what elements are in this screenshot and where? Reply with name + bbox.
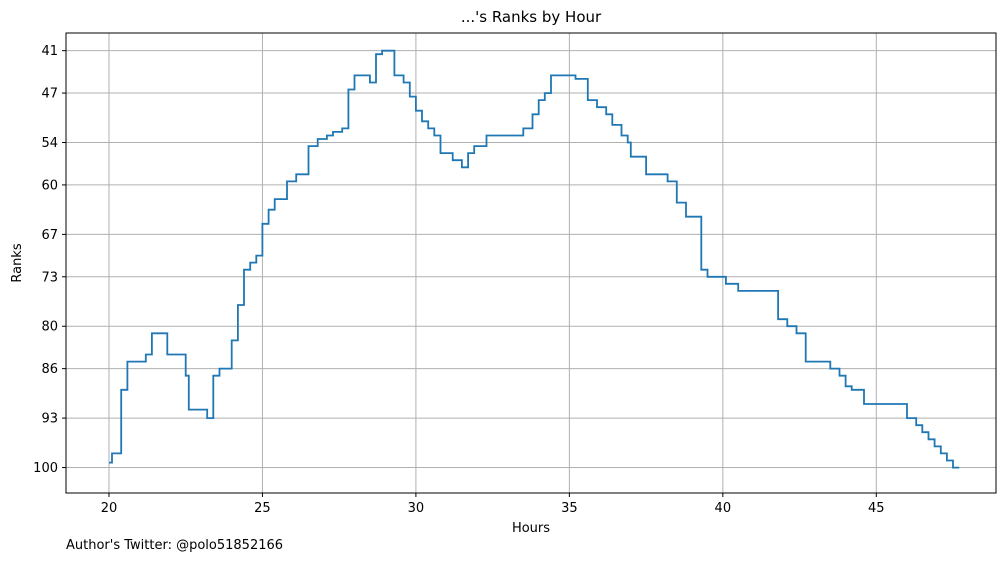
x-tick-label: 20: [101, 501, 118, 516]
x-tick-label: 40: [715, 501, 732, 516]
grid: [66, 33, 996, 493]
y-tick-label: 80: [41, 320, 58, 335]
rank-series-line: [109, 49, 960, 469]
x-tick-label: 25: [254, 501, 271, 516]
y-tick-label: 54: [41, 136, 58, 151]
y-tick-label: 93: [41, 412, 58, 427]
y-axis-label: Ranks: [10, 243, 25, 282]
y-tick-label: 100: [33, 461, 58, 476]
author-credit: Author's Twitter: @polo51852166: [66, 538, 284, 553]
y-tick-label: 60: [41, 178, 58, 193]
x-axis-label: Hours: [512, 521, 550, 536]
x-tick-label: 45: [868, 501, 885, 516]
x-tick-label: 35: [561, 501, 578, 516]
chart-title: ...'s Ranks by Hour: [461, 8, 602, 26]
y-tick-label: 86: [41, 362, 58, 377]
y-tick-label: 47: [41, 87, 58, 102]
axis-ticks: 20 25 30 35 40 45 41 47 54 60 67 73 80 86 93 100: [33, 44, 884, 516]
y-tick-label: 41: [41, 44, 58, 59]
y-tick-label: 67: [41, 228, 58, 243]
y-tick-label: 73: [41, 270, 58, 285]
plot-frame: [65, 32, 997, 494]
x-tick-label: 30: [408, 501, 425, 516]
